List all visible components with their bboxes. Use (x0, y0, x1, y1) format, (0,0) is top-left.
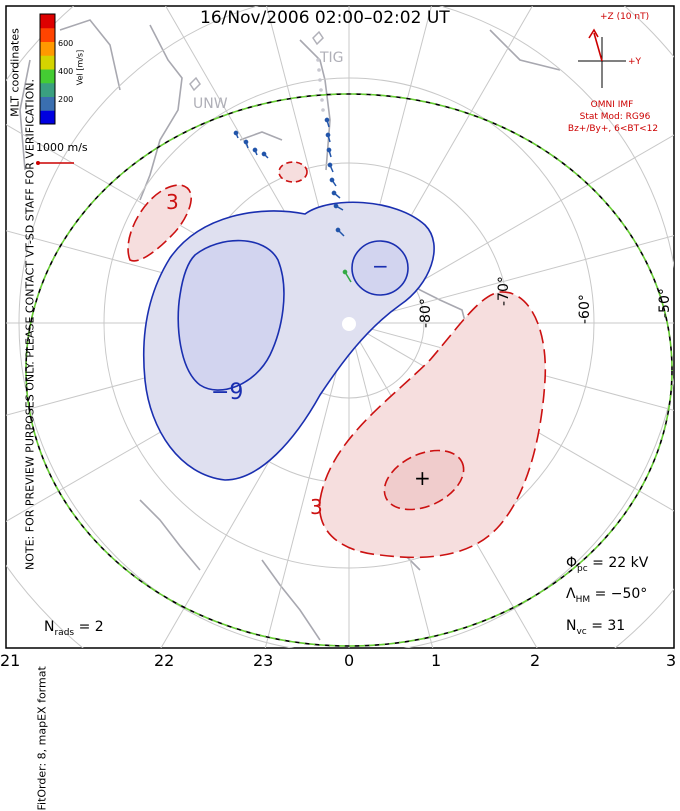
colorbar-outline (39, 13, 56, 125)
velocity-vectors (233, 117, 345, 237)
vector-scale-bar (36, 161, 74, 165)
imf-z-label: +Z (10 nT) (600, 12, 650, 22)
imf-y-label: +Y (628, 57, 642, 67)
colorbar-tick-400: 400 (58, 67, 74, 76)
colorbar-label: Vel [m/s] (75, 49, 85, 86)
colorbar-swatch (40, 14, 55, 29)
vector-scale-label: 1000 m/s (36, 141, 88, 154)
imf-vector-arrow (588, 28, 603, 62)
negative-inner-contour (177, 239, 285, 391)
colorbar-swatch (40, 27, 55, 42)
contour-label-negative: −9 (211, 380, 244, 405)
velocity-vector-green (342, 269, 352, 283)
radar-count: Nrads = 2 (44, 619, 104, 638)
lat-label-80: -80° (418, 298, 434, 328)
imf-clock-dial (578, 37, 626, 88)
imf-source: OMNI IMF (590, 100, 634, 110)
velocity-colorbar (39, 13, 56, 125)
mlt-label-22: 22 (154, 651, 175, 670)
positive-small-cell-left (127, 184, 192, 262)
colorbar-swatch (40, 41, 55, 56)
mlt-label-23: 23 (253, 651, 274, 670)
colorbar-swatch (40, 55, 55, 70)
station-tig-label: TIG (320, 50, 344, 66)
hm-boundary-green (25, 93, 673, 647)
vector-count: Nvc = 31 (566, 618, 626, 637)
mlt-label-21: 21 (0, 651, 21, 670)
mlt-label-1: 1 (431, 651, 442, 670)
positive-core-contour (383, 449, 465, 511)
colorbar-tick-200: 200 (58, 95, 74, 104)
colorbar-swatch (40, 69, 55, 84)
mlt-label-0: 0 (344, 651, 355, 670)
magnetic-pole-marker (342, 317, 356, 331)
colorbar-swatch (40, 96, 55, 111)
mlt-label-2: 2 (530, 651, 541, 670)
cross-polar-potential: Φpc = 22 kV (566, 555, 649, 574)
lat-label-70: -70° (496, 276, 512, 306)
fit-order: FitOrder: 8, mapEX format (35, 666, 49, 811)
lat-label-60: -60° (577, 294, 593, 324)
mlt-label-3: 3 (666, 651, 677, 670)
station-markers (189, 30, 324, 92)
contour-label-positive-left: 3 (166, 190, 179, 214)
colorbar-tick-600: 600 (58, 39, 74, 48)
lat-label-50: -50° (657, 288, 673, 318)
plot-title: 16/Nov/2006 02:00–02:02 UT (200, 8, 450, 28)
contour-label-max: + (414, 466, 431, 490)
convection-map (5, 5, 675, 649)
coord-label: MLT coordinates (8, 28, 22, 117)
station-fov-dots (316, 58, 325, 112)
colorbar-swatch (40, 110, 55, 125)
plot-frame (5, 5, 675, 649)
hm-boundary-latitude: ΛHM = −50° (566, 586, 648, 605)
contour-label-positive: 3 (310, 495, 323, 519)
positive-small-cell-top (278, 161, 308, 183)
positive-potential-cell (318, 291, 547, 559)
colorbar-swatch (40, 82, 55, 97)
negative-core-contour (351, 240, 409, 296)
imf-condition: Bz+/By+, 6<BT<12 (567, 124, 659, 134)
contour-label-min: − (372, 254, 389, 278)
imf-model: Stat Mod: RG96 (579, 112, 651, 122)
station-unw-label: UNW (193, 96, 228, 112)
